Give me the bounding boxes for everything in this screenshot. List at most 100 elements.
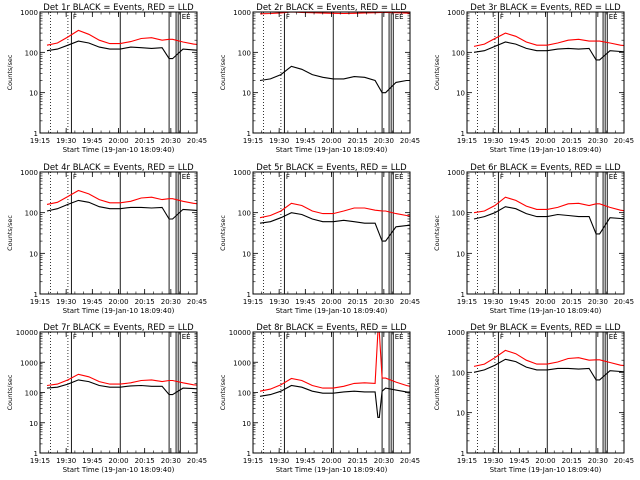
x-tick-label: 19:30 (483, 457, 503, 465)
plot-frame (466, 11, 625, 134)
x-tick-label: 20:30 (161, 457, 181, 465)
x-tick-label: 19:15 (457, 298, 477, 306)
y-tick-label: 10 (242, 250, 251, 258)
flag-mark: EE (609, 333, 618, 341)
x-tick-label: 20:30 (588, 457, 608, 465)
panel-title: Det 2r BLACK = Events, RED = LLD (256, 3, 407, 13)
y-tick-label: 1 (34, 291, 38, 299)
x-tick-label: 20:30 (374, 137, 394, 145)
x-tick-label: 19:30 (269, 457, 289, 465)
y-tick-label: 1000 (447, 329, 465, 337)
y-tick-label: 1 (461, 450, 465, 458)
x-tick-label: 19:45 (82, 298, 102, 306)
events-series-line (46, 199, 197, 220)
x-tick-label: 20:00 (535, 137, 555, 145)
detector-panel: Det 4r BLACK = Events, RED = LLD Counts/s… (6, 163, 207, 315)
x-tick-label: 19:30 (56, 137, 76, 145)
x-tick-label: 20:45 (614, 137, 634, 145)
x-tick-label: 20:30 (588, 137, 608, 145)
y-axis-label: Counts/sec (433, 54, 441, 90)
detector-panel: Det 7r BLACK = Events, RED = LLD Counts/s… (6, 323, 207, 474)
x-tick-label: 20:30 (588, 298, 608, 306)
panel-title: Det 8r BLACK = Events, RED = LLD (256, 323, 407, 333)
x-tick-label: 19:45 (295, 298, 315, 306)
detector-panel: Det 6r BLACK = Events, RED = LLD Counts/s… (433, 163, 634, 315)
x-tick-label: 20:45 (614, 457, 634, 465)
flag-mark: F (286, 173, 290, 181)
x-tick-label: 19:30 (269, 137, 289, 145)
plot-area (259, 12, 410, 133)
flag-mark: F (500, 333, 504, 341)
plot-frame (252, 11, 411, 134)
x-tick-label: 20:15 (562, 298, 582, 306)
x-tick-label: 19:45 (295, 137, 315, 145)
detector-panel: Det 1r BLACK = Events, RED = LLD Counts/s… (6, 3, 207, 154)
plot-area (259, 332, 410, 453)
y-tick-label: 100 (238, 210, 251, 218)
x-tick-label: 20:00 (535, 298, 555, 306)
x-tick-label: 20:15 (562, 137, 582, 145)
y-tick-label: 10 (242, 420, 251, 428)
x-tick-label: 19:30 (56, 298, 76, 306)
y-tick-label: 1000 (233, 359, 251, 367)
x-tick-label: 19:45 (509, 457, 529, 465)
x-tick-label: 20:15 (135, 137, 155, 145)
plot-frame (252, 171, 411, 295)
x-tick-label: 20:30 (374, 457, 394, 465)
y-tick-label: 1000 (233, 9, 251, 17)
flag-mark: F (73, 333, 77, 341)
x-tick-label: 20:45 (187, 457, 207, 465)
plot-frame (466, 331, 625, 454)
flag-mark: EE (182, 333, 191, 341)
flag-mark: F (500, 13, 504, 21)
y-tick-label: 1000 (447, 169, 465, 177)
events-series-line (46, 40, 197, 60)
y-tick-label: 100 (452, 369, 465, 377)
x-tick-label: 19:15 (30, 137, 50, 145)
x-tick-label: 20:45 (400, 457, 420, 465)
x-tick-label: 20:00 (108, 137, 128, 145)
y-tick-label: 10000 (229, 329, 251, 337)
lld-series-line (46, 29, 197, 46)
x-tick-label: 20:30 (374, 298, 394, 306)
panel-title: Det 1r BLACK = Events, RED = LLD (43, 3, 194, 13)
y-tick-label: 100 (25, 49, 38, 57)
y-tick-label: 1 (247, 450, 251, 458)
detector-panel: Det 8r BLACK = Events, RED = LLD Counts/s… (219, 323, 420, 474)
y-tick-label: 10 (29, 90, 38, 98)
y-tick-label: 10 (29, 420, 38, 428)
flag-mark: F (500, 173, 504, 181)
y-axis-label: Counts/sec (219, 54, 227, 90)
plot-frame (39, 171, 198, 295)
panel-title: Det 7r BLACK = Events, RED = LLD (43, 323, 194, 333)
x-tick-label: 20:15 (135, 298, 155, 306)
x-tick-label: 20:00 (535, 457, 555, 465)
events-series-line (473, 41, 624, 61)
detector-panel: Det 9r BLACK = Events, RED = LLD Counts/s… (433, 323, 634, 474)
y-tick-label: 1 (34, 450, 38, 458)
plot-area (473, 12, 624, 133)
flag-mark: EE (182, 173, 191, 181)
events-series-line (46, 379, 197, 396)
x-tick-label: 19:45 (509, 298, 529, 306)
panel-title: Det 6r BLACK = Events, RED = LLD (470, 163, 621, 173)
y-tick-label: 10 (29, 250, 38, 258)
plot-area (259, 172, 410, 294)
x-tick-label: 19:15 (457, 457, 477, 465)
x-tick-label: 19:30 (483, 137, 503, 145)
x-tick-label: 19:45 (82, 457, 102, 465)
x-tick-label: 20:00 (321, 137, 341, 145)
panel-title: Det 4r BLACK = Events, RED = LLD (43, 163, 194, 173)
lld-series-line (473, 196, 624, 214)
x-tick-label: 19:45 (295, 457, 315, 465)
flag-mark: EE (609, 13, 618, 21)
detector-panel: Det 5r BLACK = Events, RED = LLD Counts/s… (219, 163, 420, 315)
flag-mark: EE (609, 173, 618, 181)
y-tick-label: 1000 (20, 359, 38, 367)
flag-mark: F (73, 173, 77, 181)
events-series-line (259, 384, 410, 418)
y-tick-label: 100 (238, 390, 251, 398)
lld-series-line (259, 202, 410, 219)
y-axis-label: Counts/sec (433, 374, 441, 410)
y-tick-label: 1000 (233, 169, 251, 177)
